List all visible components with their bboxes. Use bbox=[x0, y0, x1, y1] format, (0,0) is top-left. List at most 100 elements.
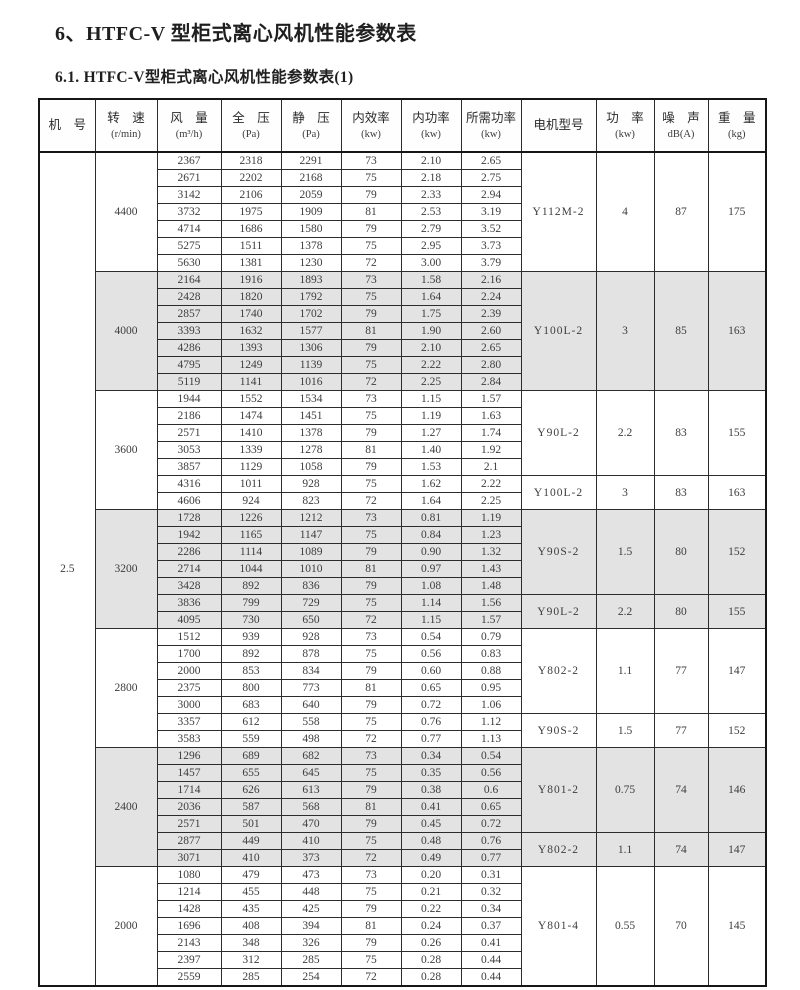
column-header-label: 风 量 bbox=[170, 110, 208, 125]
total-pressure-cell: 853 bbox=[220, 662, 282, 680]
air-volume-cell: 1944 bbox=[156, 390, 222, 408]
static-pressure-cell: 1016 bbox=[280, 373, 342, 391]
motor-model-cell: Y90S-2 bbox=[520, 713, 597, 748]
motor-power-cell: 2.2 bbox=[595, 594, 655, 629]
column-header-9: 功 率 (kw) bbox=[595, 98, 655, 153]
efficiency-cell: 72 bbox=[340, 254, 402, 272]
required-power-cell: 1.06 bbox=[460, 696, 522, 714]
total-pressure-cell: 800 bbox=[220, 679, 282, 697]
total-pressure-cell: 1339 bbox=[220, 441, 282, 459]
column-header-label: 噪 声 bbox=[662, 110, 700, 125]
static-pressure-cell: 448 bbox=[280, 883, 342, 901]
noise-cell: 77 bbox=[653, 713, 709, 748]
static-pressure-cell: 773 bbox=[280, 679, 342, 697]
motor-model-cell: Y801-4 bbox=[520, 866, 597, 987]
efficiency-cell: 79 bbox=[340, 662, 402, 680]
static-pressure-cell: 1230 bbox=[280, 254, 342, 272]
total-pressure-cell: 2106 bbox=[220, 186, 282, 204]
internal-power-cell: 2.18 bbox=[400, 169, 462, 187]
efficiency-cell: 75 bbox=[340, 237, 402, 255]
required-power-cell: 0.34 bbox=[460, 900, 522, 918]
efficiency-cell: 73 bbox=[340, 747, 402, 765]
efficiency-cell: 81 bbox=[340, 560, 402, 578]
motor-power-cell: 1.5 bbox=[595, 509, 655, 595]
total-pressure-cell: 1141 bbox=[220, 373, 282, 391]
column-header-10: 噪 声 dB(A) bbox=[653, 98, 709, 153]
table-row: 2400 1296 689 682 73 0.34 0.54 Y801-2 0.75 74 146 bbox=[39, 747, 767, 867]
motor-power-cell: 1.5 bbox=[595, 713, 655, 748]
internal-power-cell: 1.27 bbox=[400, 424, 462, 442]
motor-model-cell: Y90L-2 bbox=[520, 594, 597, 629]
efficiency-cell: 75 bbox=[340, 594, 402, 612]
efficiency-cell: 73 bbox=[340, 271, 402, 289]
internal-power-cell: 2.95 bbox=[400, 237, 462, 255]
total-pressure-cell: 449 bbox=[220, 832, 282, 850]
table-row: 3393 1632 1577 81 1.90 2.60 bbox=[39, 322, 766, 340]
required-power-cell: 1.19 bbox=[460, 509, 522, 527]
required-power-cell: 0.76 bbox=[460, 832, 522, 850]
total-pressure-cell: 892 bbox=[220, 645, 282, 663]
static-pressure-cell: 498 bbox=[280, 730, 342, 748]
required-power-cell: 0.31 bbox=[460, 866, 522, 884]
static-pressure-cell: 1702 bbox=[280, 305, 342, 323]
required-power-cell: 1.32 bbox=[460, 543, 522, 561]
efficiency-cell: 79 bbox=[340, 186, 402, 204]
internal-power-cell: 0.41 bbox=[400, 798, 462, 816]
static-pressure-cell: 1893 bbox=[280, 271, 342, 289]
noise-cell: 80 bbox=[653, 594, 709, 629]
air-volume-cell: 4795 bbox=[156, 356, 222, 374]
static-pressure-cell: 254 bbox=[280, 968, 342, 987]
total-pressure-cell: 683 bbox=[220, 696, 282, 714]
table-row: 2375 800 773 81 0.65 0.95 bbox=[39, 679, 766, 697]
table-body: 2.5 4400 2367 2318 2291 73 2.10 2.65 Y112M-2 4 87 1… bbox=[38, 151, 767, 987]
internal-power-cell: 1.08 bbox=[400, 577, 462, 595]
internal-power-cell: 1.58 bbox=[400, 271, 462, 289]
internal-power-cell: 1.19 bbox=[400, 407, 462, 425]
required-power-cell: 1.13 bbox=[460, 730, 522, 748]
efficiency-cell: 73 bbox=[340, 151, 402, 170]
air-volume-cell: 4286 bbox=[156, 339, 222, 357]
air-volume-cell: 4606 bbox=[156, 492, 222, 510]
total-pressure-cell: 410 bbox=[220, 849, 282, 867]
total-pressure-cell: 689 bbox=[220, 747, 282, 765]
column-header-label: 转 速 bbox=[107, 110, 145, 125]
table-row: 3583 559 498 72 0.77 1.13 bbox=[39, 730, 766, 748]
column-header-unit: dB(A) bbox=[667, 128, 695, 140]
efficiency-cell: 72 bbox=[340, 492, 402, 510]
weight-cell: 152 bbox=[707, 713, 767, 748]
required-power-cell: 1.74 bbox=[460, 424, 522, 442]
column-header-8: 电机型号 bbox=[520, 98, 597, 153]
table-row: 3428 892 836 79 1.08 1.48 bbox=[39, 577, 766, 595]
internal-power-cell: 1.64 bbox=[400, 492, 462, 510]
required-power-cell: 2.65 bbox=[460, 339, 522, 357]
efficiency-cell: 79 bbox=[340, 815, 402, 833]
static-pressure-cell: 1451 bbox=[280, 407, 342, 425]
required-power-cell: 1.48 bbox=[460, 577, 522, 595]
required-power-cell: 0.41 bbox=[460, 934, 522, 952]
efficiency-cell: 79 bbox=[340, 220, 402, 238]
air-volume-cell: 2428 bbox=[156, 288, 222, 306]
required-power-cell: 3.19 bbox=[460, 203, 522, 221]
internal-power-cell: 2.22 bbox=[400, 356, 462, 374]
total-pressure-cell: 312 bbox=[220, 951, 282, 969]
efficiency-cell: 72 bbox=[340, 968, 402, 987]
efficiency-cell: 75 bbox=[340, 764, 402, 782]
internal-power-cell: 0.72 bbox=[400, 696, 462, 714]
table-row: 2.5 4400 2367 2318 2291 73 2.10 2.65 Y112M-2 4 87 1… bbox=[38, 151, 767, 987]
required-power-cell: 0.37 bbox=[460, 917, 522, 935]
internal-power-cell: 0.45 bbox=[400, 815, 462, 833]
table-row: 2000 853 834 79 0.60 0.88 bbox=[39, 662, 766, 680]
efficiency-cell: 79 bbox=[340, 577, 402, 595]
efficiency-cell: 81 bbox=[340, 917, 402, 935]
air-volume-cell: 2671 bbox=[156, 169, 222, 187]
efficiency-cell: 72 bbox=[340, 373, 402, 391]
static-pressure-cell: 2291 bbox=[280, 151, 342, 170]
total-pressure-cell: 1686 bbox=[220, 220, 282, 238]
internal-power-cell: 0.65 bbox=[400, 679, 462, 697]
total-pressure-cell: 1740 bbox=[220, 305, 282, 323]
total-pressure-cell: 408 bbox=[220, 917, 282, 935]
air-volume-cell: 1700 bbox=[156, 645, 222, 663]
required-power-cell: 0.72 bbox=[460, 815, 522, 833]
total-pressure-cell: 626 bbox=[220, 781, 282, 799]
efficiency-cell: 75 bbox=[340, 169, 402, 187]
